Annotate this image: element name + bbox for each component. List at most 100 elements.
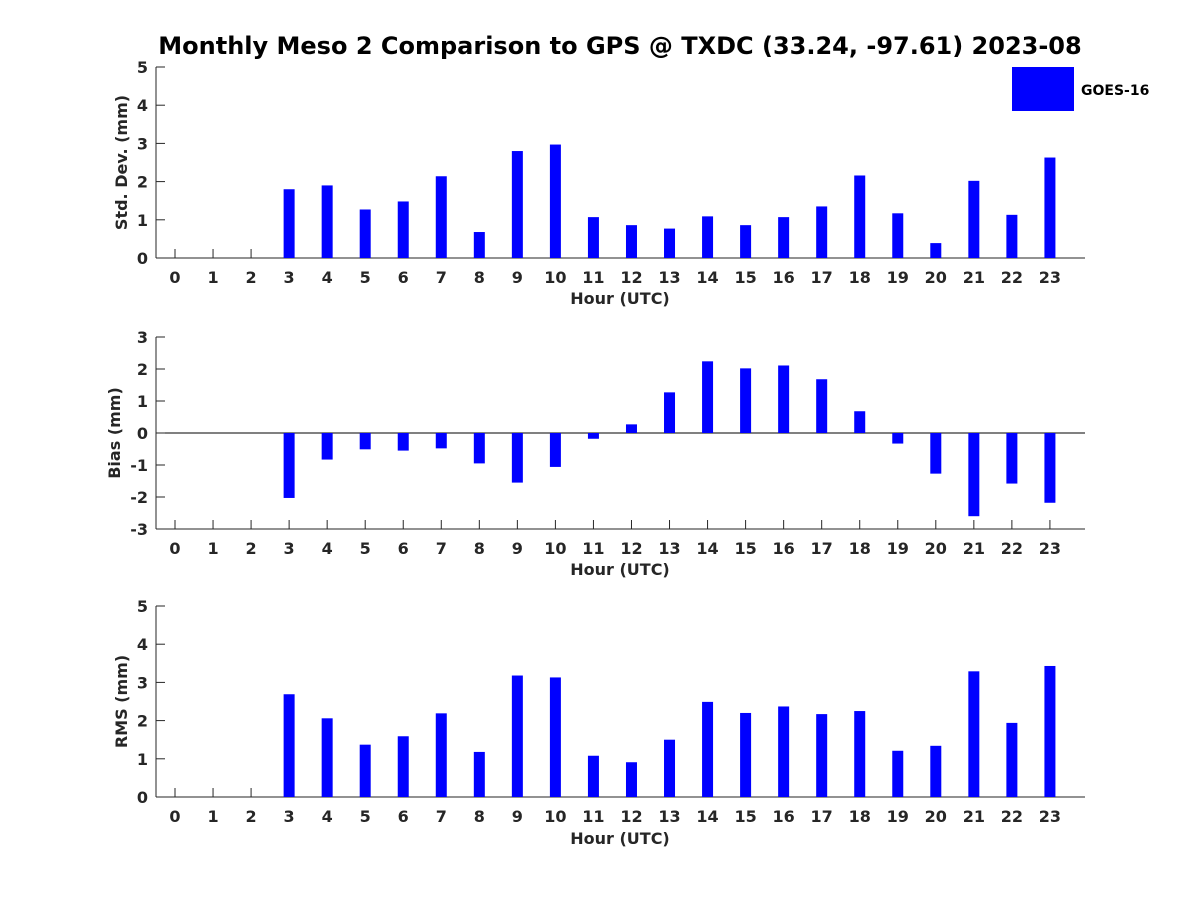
x-tick-label: 8 (474, 807, 485, 826)
x-tick-label: 7 (436, 807, 447, 826)
legend-swatch (1012, 67, 1074, 111)
x-tick-label: 20 (925, 539, 947, 558)
bar-hour-8 (473, 433, 485, 464)
x-tick-label: 14 (696, 268, 718, 287)
y-tick-label: 1 (137, 392, 148, 411)
bar-hour-11 (587, 755, 599, 797)
bar-hour-18 (854, 411, 866, 433)
x-tick-label: 22 (1001, 807, 1023, 826)
y-tick-label: 5 (137, 597, 148, 616)
x-tick-label: 15 (734, 807, 756, 826)
y-tick-label: 3 (137, 134, 148, 153)
x-tick-label: 6 (398, 539, 409, 558)
bar-hour-13 (664, 739, 676, 797)
x-tick-label: 21 (963, 539, 985, 558)
bar-hour-7 (435, 713, 447, 797)
legend-label: GOES-16 (1081, 83, 1149, 99)
x-tick-label: 22 (1001, 268, 1023, 287)
x-tick-label: 3 (284, 268, 295, 287)
x-tick-label: 12 (620, 268, 642, 287)
bar-hour-5 (359, 744, 371, 797)
bar-hour-10 (549, 677, 561, 797)
bar-hour-7 (435, 433, 447, 449)
chart-title: Monthly Meso 2 Comparison to GPS @ TXDC … (158, 32, 1081, 60)
bar-hour-4 (321, 433, 333, 460)
bar-hour-20 (930, 745, 942, 797)
y-tick-label: 3 (137, 673, 148, 692)
x-tick-label: 7 (436, 539, 447, 558)
y-tick-label: 1 (137, 750, 148, 769)
bar-hour-23 (1044, 665, 1056, 797)
x-tick-label: 1 (207, 807, 218, 826)
bar-hour-6 (397, 433, 409, 451)
x-tick-label: 18 (849, 807, 871, 826)
x-tick-label: 6 (398, 268, 409, 287)
x-tick-label: 21 (963, 268, 985, 287)
bar-hour-13 (664, 228, 676, 258)
x-tick-label: 5 (360, 268, 371, 287)
bar-hour-21 (968, 433, 980, 517)
bar-hour-14 (702, 216, 714, 258)
y-tick-label: -2 (130, 488, 148, 507)
y-tick-label: 1 (137, 211, 148, 230)
x-tick-label: 4 (322, 268, 333, 287)
bar-hour-19 (892, 433, 904, 444)
bar-hour-4 (321, 718, 333, 797)
bar-hour-4 (321, 185, 333, 258)
x-tick-label: 3 (284, 539, 295, 558)
bar-hour-18 (854, 175, 866, 258)
bar-hour-3 (283, 433, 295, 498)
x-tick-label: 17 (811, 807, 833, 826)
x-tick-label: 0 (169, 268, 180, 287)
bar-hour-13 (664, 392, 676, 433)
bar-hour-3 (283, 189, 295, 258)
y-tick-label: 4 (137, 635, 148, 654)
x-tick-label: 2 (246, 268, 257, 287)
bar-hour-21 (968, 180, 980, 258)
bar-hour-19 (892, 750, 904, 797)
bar-hour-22 (1006, 433, 1018, 484)
legend: GOES-16 (1012, 67, 1149, 111)
x-tick-label: 10 (544, 268, 566, 287)
x-tick-label: 23 (1039, 268, 1061, 287)
bar-hour-14 (702, 361, 714, 433)
x-tick-label: 10 (544, 807, 566, 826)
bar-hour-9 (511, 151, 523, 258)
x-tick-label: 13 (658, 539, 680, 558)
x-tick-label: 5 (360, 807, 371, 826)
bar-hour-3 (283, 694, 295, 797)
bar-hour-12 (625, 762, 637, 797)
x-tick-label: 22 (1001, 539, 1023, 558)
bar-hour-11 (587, 433, 599, 439)
x-tick-label: 9 (512, 268, 523, 287)
x-tick-label: 23 (1039, 807, 1061, 826)
y-axis-label: Std. Dev. (mm) (112, 95, 131, 230)
bar-hour-15 (740, 712, 752, 797)
bar-hour-12 (625, 225, 637, 258)
x-tick-label: 19 (887, 807, 909, 826)
x-tick-label: 4 (322, 807, 333, 826)
x-tick-label: 14 (696, 539, 718, 558)
bar-hour-21 (968, 671, 980, 797)
x-tick-label: 12 (620, 807, 642, 826)
y-tick-label: 2 (137, 712, 148, 731)
bar-hour-9 (511, 675, 523, 797)
x-tick-label: 2 (246, 539, 257, 558)
x-tick-label: 20 (925, 268, 947, 287)
x-tick-label: 15 (734, 539, 756, 558)
x-tick-label: 9 (512, 807, 523, 826)
y-tick-label: 0 (137, 424, 148, 443)
x-tick-label: 21 (963, 807, 985, 826)
bar-hour-5 (359, 209, 371, 258)
bar-hour-5 (359, 433, 371, 450)
bar-hour-16 (778, 217, 790, 258)
bar-hour-9 (511, 433, 523, 483)
x-tick-label: 6 (398, 807, 409, 826)
bar-hour-19 (892, 213, 904, 258)
bar-hour-15 (740, 368, 752, 433)
bar-hour-18 (854, 711, 866, 797)
y-axis-label: RMS (mm) (112, 655, 131, 748)
